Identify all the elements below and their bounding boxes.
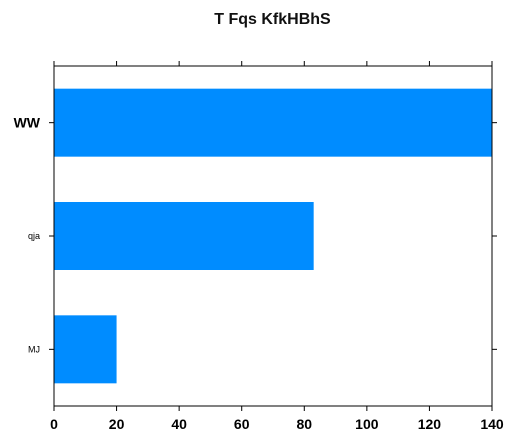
y-tick-label: WW	[14, 115, 41, 131]
x-tick-label: 140	[480, 416, 504, 432]
bars-group	[54, 88, 492, 384]
x-tick-label: 120	[418, 416, 442, 432]
x-tick-label: 40	[171, 416, 187, 432]
bar-mj	[54, 315, 117, 384]
y-tick-label: MJ	[28, 344, 40, 354]
bar-ww	[54, 88, 492, 157]
y-axis: WW qja MJ	[14, 115, 497, 354]
bar-qja	[54, 202, 314, 270]
x-tick-label: 20	[109, 416, 125, 432]
x-axis: 0 20 40 60 80 100 120 140	[50, 61, 504, 432]
x-tick-label: 60	[234, 416, 250, 432]
x-tick-label: 0	[50, 416, 58, 432]
x-tick-label: 80	[296, 416, 312, 432]
chart-title: T Fqs KfkHBhS	[214, 11, 331, 28]
y-tick-label: qja	[28, 231, 40, 241]
x-tick-label: 100	[355, 416, 379, 432]
